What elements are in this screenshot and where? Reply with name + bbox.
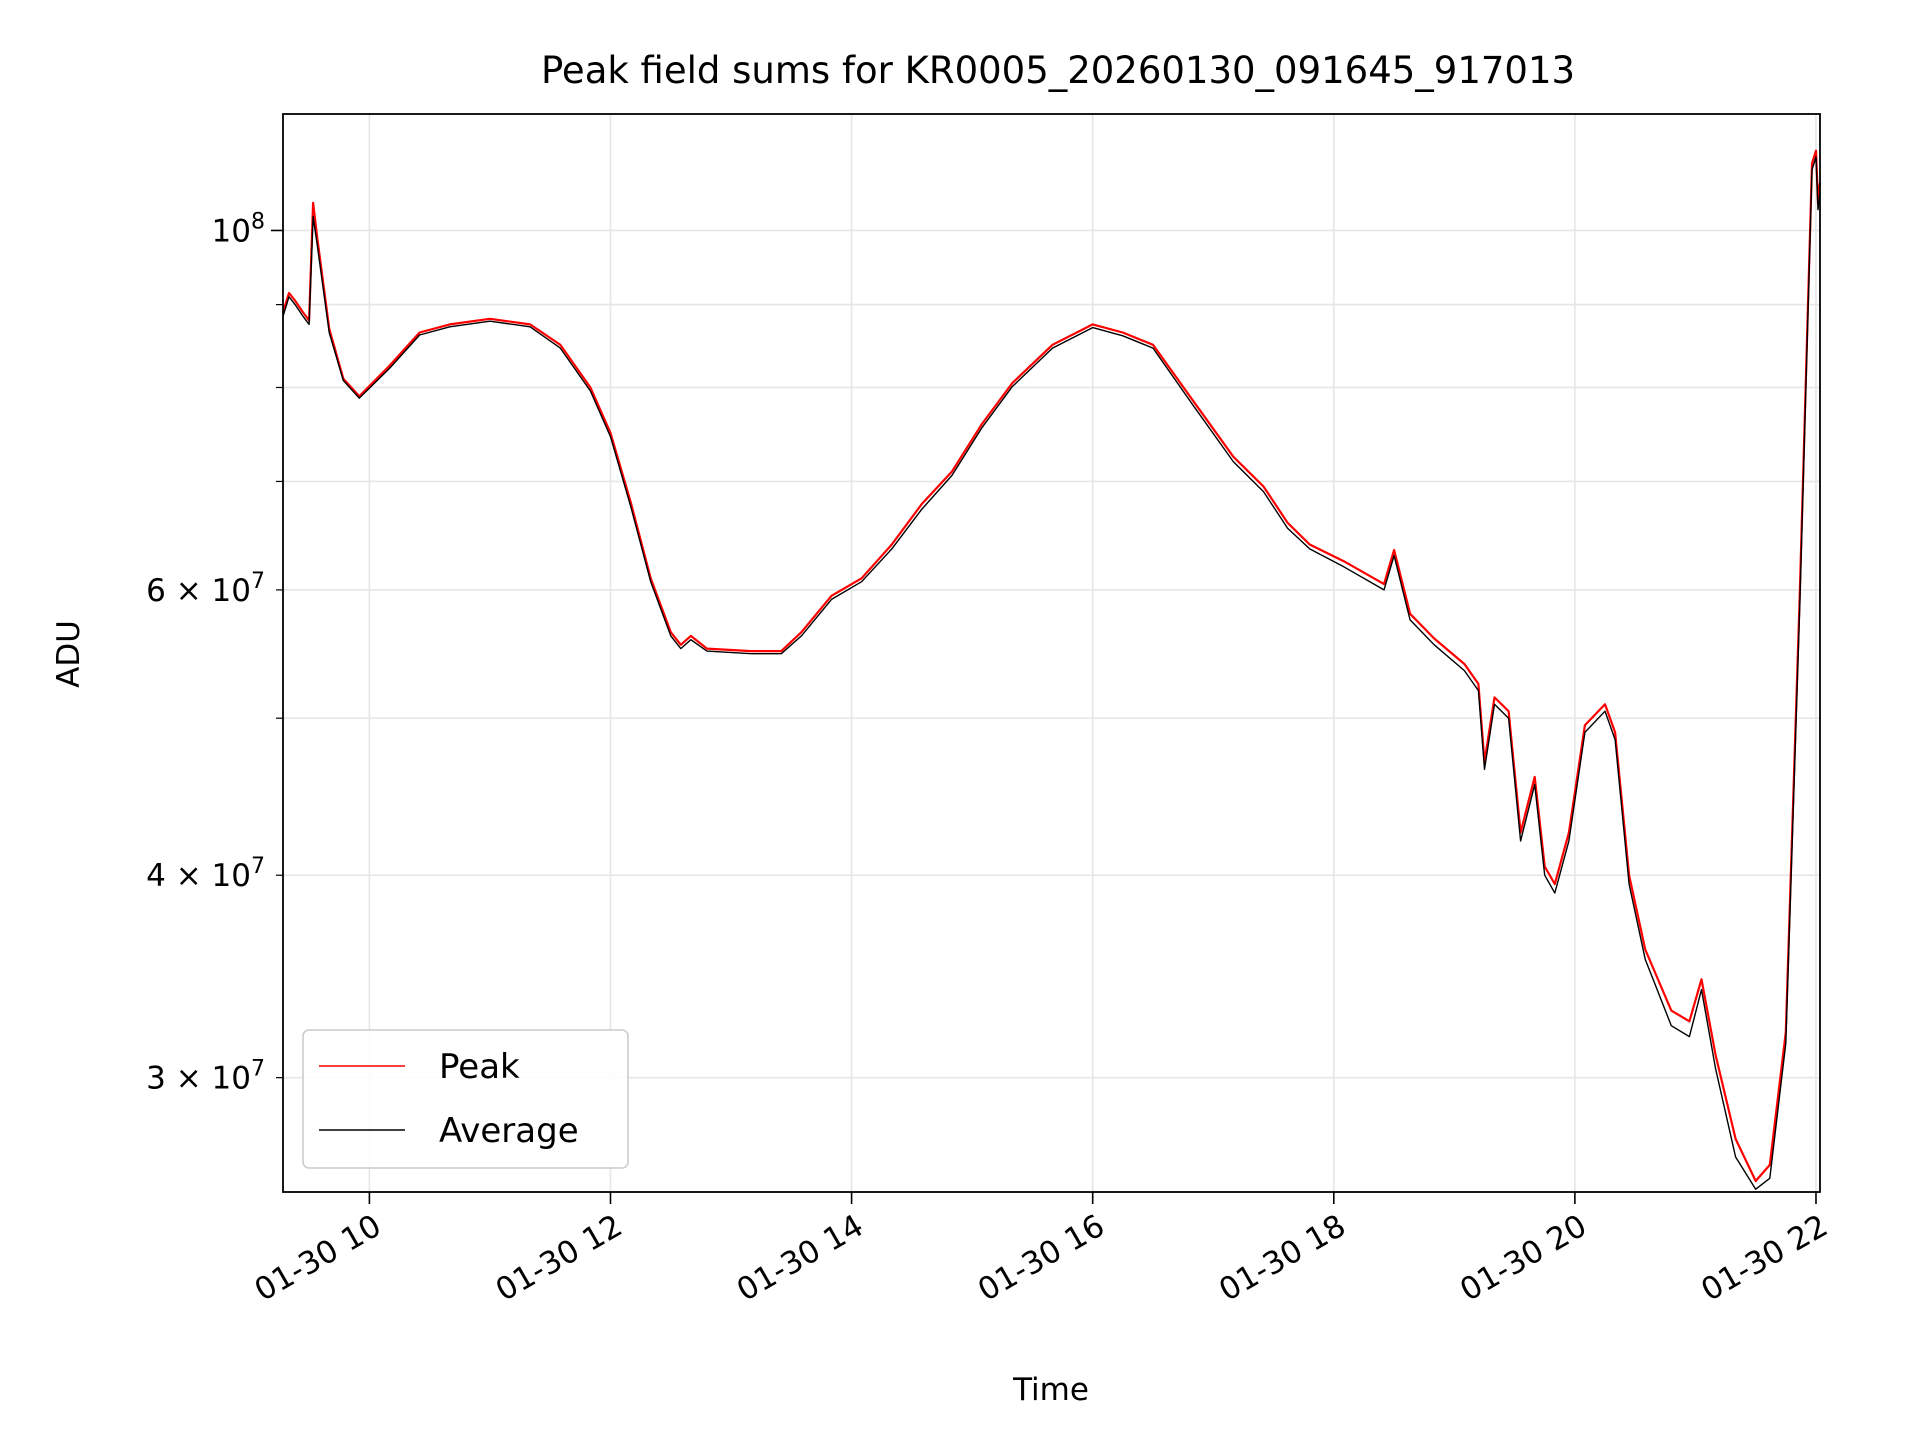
y-axis: 108 3 × 107 4 × 107 6 × 107 xyxy=(146,209,283,1097)
y-tick-label: 4 × 107 xyxy=(146,854,265,894)
y-tick-label: 3 × 107 xyxy=(146,1057,265,1097)
legend-box xyxy=(302,1029,629,1169)
series-line-average xyxy=(282,156,1821,1190)
legend-label-average: Average xyxy=(439,1111,579,1151)
y-tick-label: 6 × 107 xyxy=(146,569,265,609)
series-line-peak xyxy=(281,149,1822,1183)
y-tick-label: 108 xyxy=(212,209,265,249)
x-axis-label: Time xyxy=(1012,1372,1089,1408)
plot-frame xyxy=(282,113,1821,1193)
legend-label-peak: Peak xyxy=(439,1047,520,1087)
legend: Peak Average xyxy=(302,1029,629,1169)
chart-title: Peak field sums for KR0005_20260130_0916… xyxy=(541,49,1575,92)
series-layer xyxy=(281,149,1822,1190)
grid xyxy=(283,114,1820,1192)
y-axis-label: ADU xyxy=(51,620,87,688)
